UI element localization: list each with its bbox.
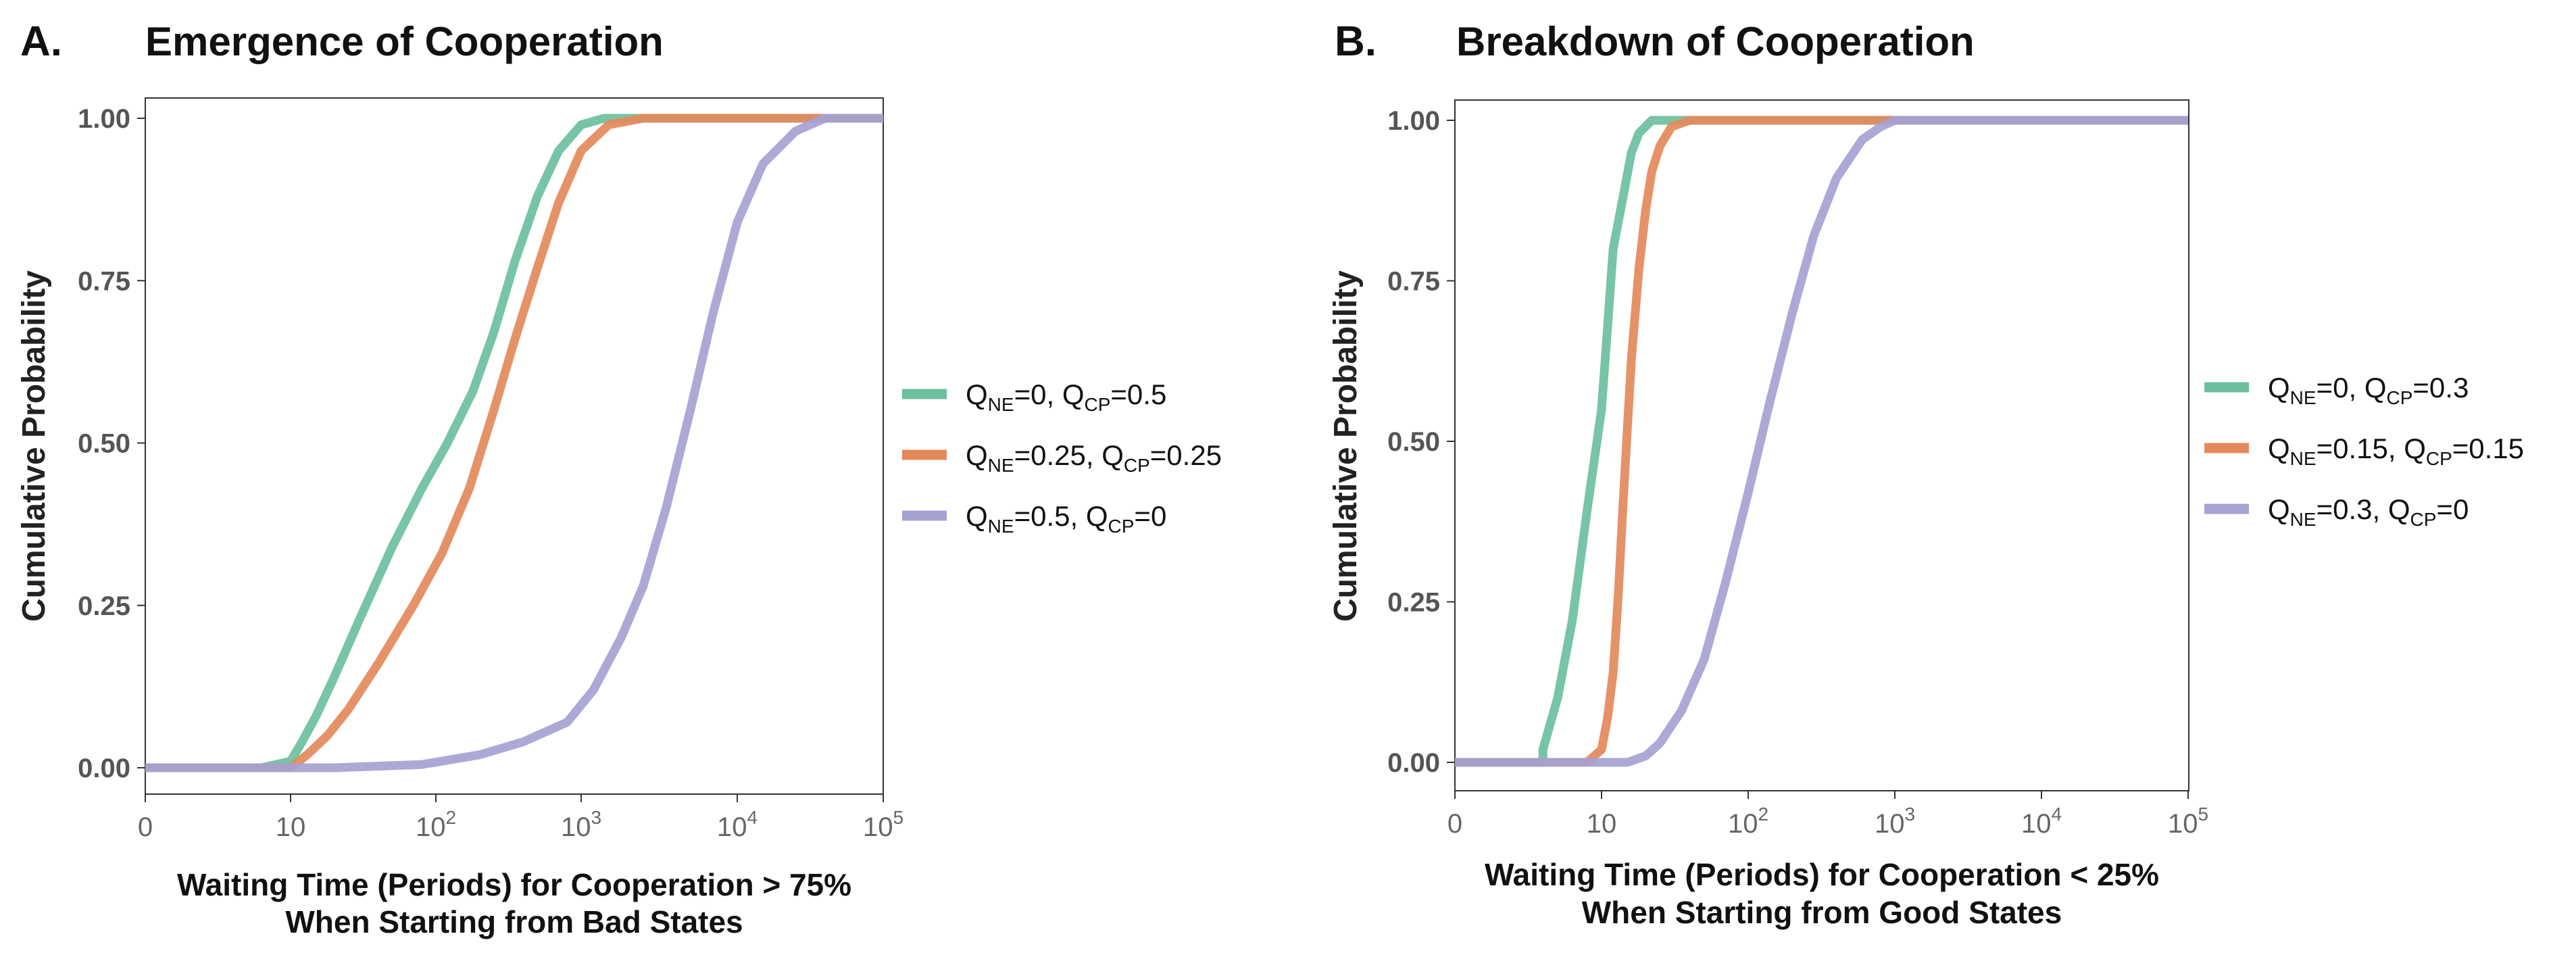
x-tick-label: 10 [276,812,306,842]
series-line-2 [145,114,883,772]
panel-b: B. Breakdown of Cooperation Cumulative P… [1328,18,2524,930]
y-tick-label: 1.00 [1387,106,1440,136]
y-axis-label: Cumulative Probability [16,270,52,622]
x-tick-label: 105 [2168,804,2208,839]
x-tick-label: 103 [1875,804,1915,839]
legend-label: QNE=0.3, QCP=0 [2268,493,2469,530]
series-line-1 [145,114,883,772]
x-axis-label-line-1: Waiting Time (Periods) for Cooperation >… [177,867,851,902]
y-tick-label: 0.50 [78,429,130,459]
y-tick-label: 0.00 [1387,748,1440,778]
y-axis-label: Cumulative Probability [1328,270,1364,622]
y-tick-label: 0.50 [1387,427,1440,457]
series-line-3 [1455,116,2188,767]
legend: QNE=0, QCP=0.5 QNE=0.25, QCP=0.25 QNE=0.5,… [902,378,1222,537]
y-tick-label: 0.25 [78,591,130,621]
y-tick-label: 0.75 [1387,267,1440,297]
x-axis-label-line-2: When Starting from Bad States [285,904,743,939]
x-tick-label: 104 [717,807,758,842]
x-tick-label: 105 [863,807,903,842]
x-axis: 0 10 102 103 104 105 [138,794,903,842]
x-tick-label: 102 [1728,804,1768,839]
series-line-1 [1455,116,2188,767]
series-lines [1455,116,2188,767]
x-tick-label: 0 [1447,809,1462,839]
chart-title: Breakdown of Cooperation [1456,19,1975,64]
x-tick-label: 0 [138,812,153,842]
chart-title: Emergence of Cooperation [145,19,664,64]
y-axis: 0.00 0.25 0.50 0.75 1.00 [78,104,145,783]
legend-item-3: QNE=0.5, QCP=0 [902,500,1166,537]
y-tick-label: 0.75 [78,266,130,296]
y-tick-label: 1.00 [78,104,130,134]
x-axis: 0 10 102 103 104 105 [1447,791,2208,839]
x-tick-label: 102 [416,807,456,842]
series-lines [145,114,883,772]
x-tick-label: 104 [2021,804,2062,839]
legend-item-2: QNE=0.15, QCP=0.15 [2204,433,2524,469]
legend-item-1: QNE=0, QCP=0.5 [902,378,1166,415]
legend-item-3: QNE=0.3, QCP=0 [2204,493,2469,530]
legend-label: QNE=0.15, QCP=0.15 [2268,433,2524,469]
series-line-3 [145,114,883,772]
legend-item-1: QNE=0, QCP=0.3 [2204,372,2469,408]
legend: QNE=0, QCP=0.3 QNE=0.15, QCP=0.15 QNE=0.3,… [2204,372,2524,530]
y-tick-label: 0.00 [78,754,130,783]
legend-label: QNE=0.25, QCP=0.25 [966,439,1222,476]
legend-label: QNE=0.5, QCP=0 [966,500,1166,537]
x-axis-label-line-1: Waiting Time (Periods) for Cooperation <… [1485,857,2159,892]
plot-area [145,97,884,795]
panel-a: A. Emergence of Cooperation Cumulative P… [16,18,1222,939]
legend-label: QNE=0, QCP=0.3 [2268,372,2469,408]
series-line-2 [1455,116,2188,767]
panel-letter: B. [1335,18,1377,65]
panel-letter: A. [20,18,62,65]
legend-item-2: QNE=0.25, QCP=0.25 [902,439,1222,476]
legend-label: QNE=0, QCP=0.5 [966,378,1166,415]
x-tick-label: 103 [561,807,601,842]
y-axis: 0.00 0.25 0.50 0.75 1.00 [1387,106,1455,778]
y-tick-label: 0.25 [1387,588,1440,618]
plot-area [1454,99,2189,791]
x-tick-label: 10 [1587,809,1617,839]
x-axis-label-line-2: When Starting from Good States [1582,895,2062,930]
